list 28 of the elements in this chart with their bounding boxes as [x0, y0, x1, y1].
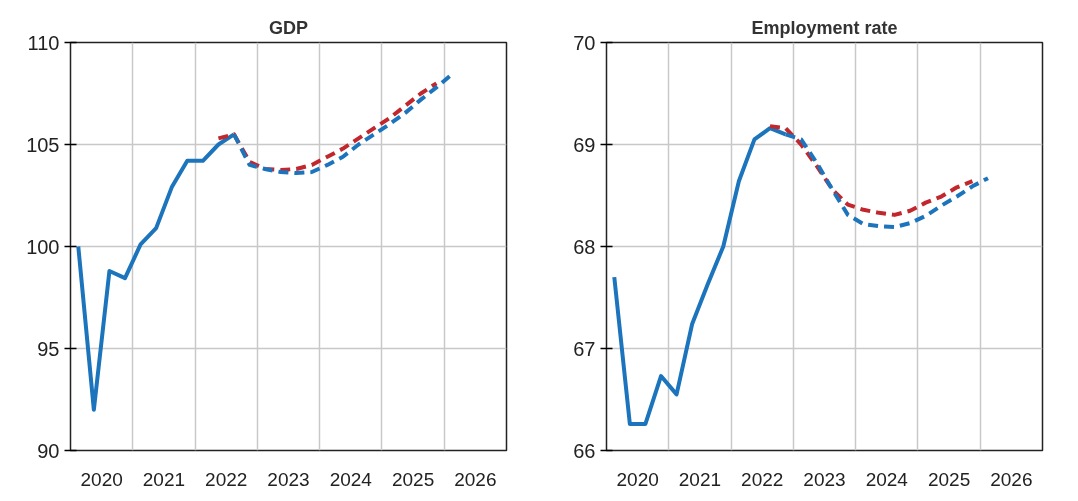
x-tick-label: 2020: [80, 468, 123, 490]
x-tick-label: 2023: [267, 468, 310, 490]
x-tick-label: 2023: [803, 468, 846, 490]
y-tick-label: 95: [37, 337, 60, 360]
x-tick-label: 2021: [142, 468, 186, 490]
x-tick-label: 2025: [391, 468, 435, 490]
chart-title: Employment rate: [751, 17, 898, 38]
y-tick-label: 100: [26, 235, 60, 258]
x-tick-label: 2026: [990, 468, 1033, 490]
line-series: [768, 124, 975, 217]
x-tick-label: 2024: [865, 468, 909, 490]
x-tick-label: 2026: [454, 468, 497, 490]
x-tick-label: 2020: [616, 468, 659, 490]
x-tick-label: 2024: [329, 468, 373, 490]
y-tick-label: 68: [573, 235, 596, 258]
chart-title: GDP: [269, 17, 309, 38]
y-tick-label: 67: [573, 337, 596, 360]
line-series: [216, 81, 439, 172]
x-tick-label: 2022: [741, 468, 784, 490]
x-tick-label: 2025: [927, 468, 971, 490]
y-tick-label: 90: [37, 439, 60, 462]
y-tick-label: 105: [26, 133, 60, 156]
x-tick-label: 2021: [678, 468, 722, 490]
y-tick-label: 70: [573, 31, 596, 54]
y-tick-label: 69: [573, 133, 596, 156]
x-tick-label: 2022: [205, 468, 248, 490]
y-tick-label: 66: [573, 439, 596, 462]
y-tick-label: 110: [27, 31, 60, 54]
